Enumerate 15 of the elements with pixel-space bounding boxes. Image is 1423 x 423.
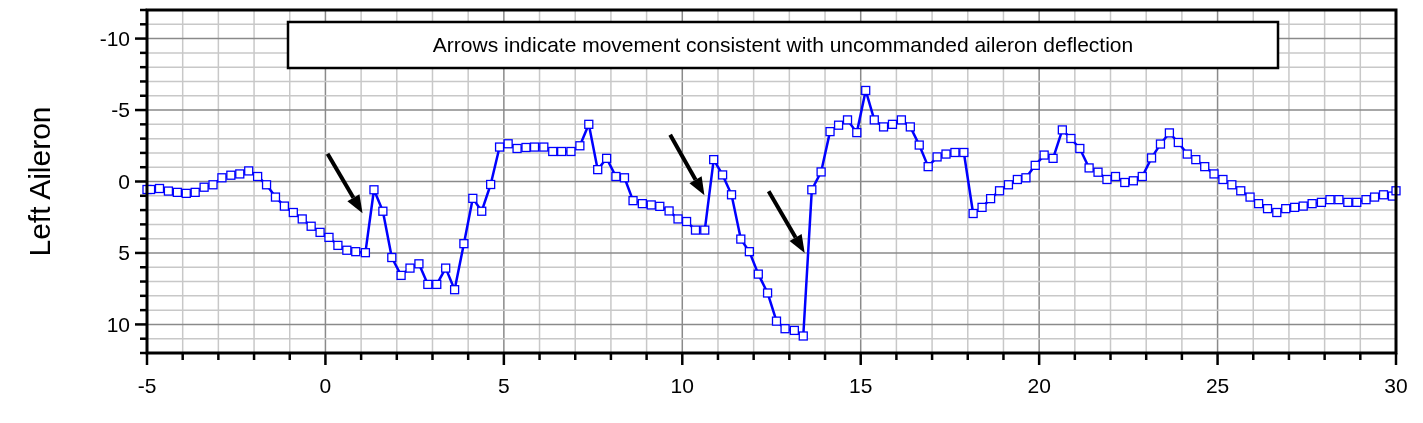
x-tick-label: 0	[319, 374, 332, 397]
y-axis-title: Left Aileron	[23, 106, 56, 257]
y-tick-label: -10	[99, 26, 130, 50]
x-tick-label: 20	[1027, 374, 1051, 397]
x-tick-label: 5	[498, 374, 510, 397]
y-tick-label: 0	[118, 169, 130, 193]
x-tick-label: 10	[670, 374, 694, 397]
x-tick-label: 15	[849, 374, 873, 397]
x-tick-label: 25	[1205, 374, 1230, 397]
annotation: Arrows indicate movement consistent with uncommanded aileron deflection	[432, 33, 1134, 57]
x-tick-label: 30	[1384, 374, 1408, 397]
y-tick-label: 5	[118, 241, 130, 265]
x-tick-label: -5	[137, 374, 157, 397]
y-tick-label: 10	[106, 312, 130, 336]
y-tick-label: -5	[111, 98, 130, 122]
